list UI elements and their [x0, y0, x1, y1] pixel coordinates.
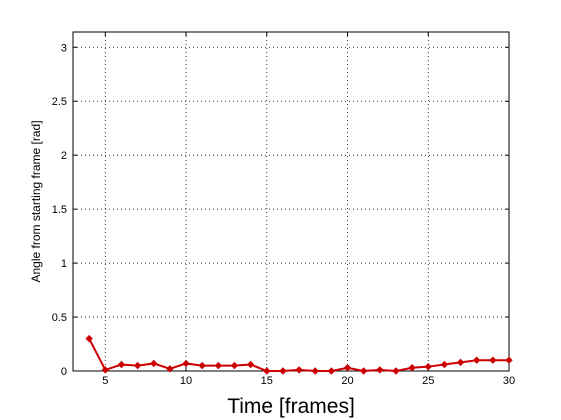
x-tick-label: 25	[422, 375, 434, 387]
data-series	[85, 334, 513, 375]
x-tick-label: 5	[102, 375, 108, 387]
data-point	[456, 358, 465, 367]
data-point	[198, 361, 206, 370]
x-tick-label: 20	[341, 375, 353, 387]
y-tick-label: 0.5	[52, 312, 67, 324]
data-point	[246, 360, 255, 369]
y-tick-label: 0	[61, 366, 67, 378]
plot-area-frame	[72, 31, 510, 372]
y-tick-label: 2	[61, 150, 67, 162]
y-tick-label: 3	[61, 42, 67, 54]
data-point	[101, 366, 110, 374]
data-point	[327, 367, 336, 375]
axis-ticks: 5 10 15 20 25 30 0 0.5 1 1.5 2 2.5 3	[52, 32, 515, 387]
data-point	[117, 360, 126, 369]
data-point	[182, 359, 190, 368]
x-tick-label: 10	[180, 375, 192, 387]
data-point	[505, 356, 513, 364]
x-axis-label: Time [frames]	[227, 395, 355, 418]
data-point	[343, 364, 352, 372]
data-point	[85, 334, 93, 343]
data-point	[166, 365, 174, 373]
data-point	[279, 367, 287, 375]
data-point	[150, 359, 158, 368]
grid-lines	[73, 32, 509, 371]
data-point	[440, 360, 449, 369]
data-point	[489, 356, 497, 364]
data-point	[376, 366, 384, 374]
data-point	[472, 356, 481, 364]
y-axis-label: Angle from starting frame [rad]	[29, 120, 43, 282]
data-point	[311, 367, 319, 375]
data-point	[424, 362, 432, 371]
data-point	[214, 361, 223, 370]
data-point	[133, 361, 142, 370]
y-tick-label: 2.5	[52, 96, 67, 108]
data-point	[295, 366, 303, 374]
data-point	[230, 361, 239, 370]
data-point	[359, 367, 368, 375]
y-tick-label: 1.5	[52, 204, 67, 216]
x-tick-label: 30	[503, 375, 515, 387]
x-tick-label: 15	[261, 375, 273, 387]
data-point	[263, 367, 271, 375]
data-point	[392, 367, 400, 375]
y-tick-label: 1	[61, 258, 67, 270]
data-point	[408, 364, 416, 372]
